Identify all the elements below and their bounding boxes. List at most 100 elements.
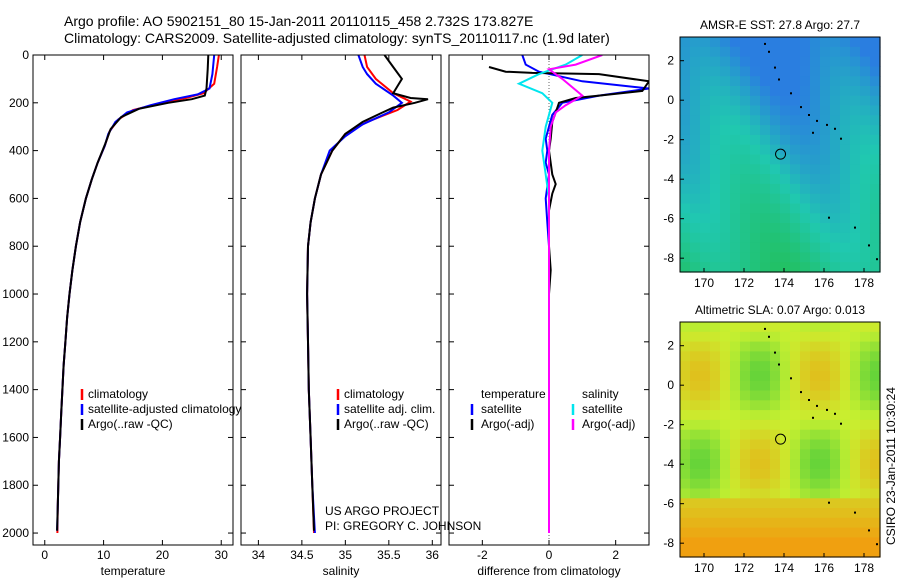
map-cell (870, 105, 881, 116)
map-cell (770, 164, 781, 175)
map-cell (810, 193, 821, 205)
map-cell (690, 488, 701, 499)
map-cell (860, 488, 871, 499)
map-cell (870, 468, 881, 480)
map-cell (790, 380, 801, 392)
map-cell (840, 144, 851, 156)
map-cell (860, 341, 871, 352)
map-cell (780, 498, 791, 509)
map-cell (760, 115, 771, 126)
map-cell (680, 76, 691, 87)
map-cell (720, 527, 731, 538)
map-cell (690, 134, 701, 146)
map-cell (800, 341, 811, 352)
map-cell (740, 213, 751, 224)
map-cell (770, 203, 781, 214)
map-cell (780, 37, 791, 48)
map-cell (850, 95, 861, 107)
salinity-xtick-label: 35.5 (377, 548, 401, 562)
map-cell (700, 508, 711, 519)
map-cell (680, 164, 691, 175)
map-cell (840, 86, 851, 97)
island-dot (778, 78, 780, 81)
map-cell (850, 46, 861, 58)
map-cell (850, 86, 861, 97)
map-cell (770, 37, 781, 48)
map-cell (810, 351, 821, 362)
map-cell (680, 400, 691, 411)
map-cell (730, 439, 741, 450)
map-cell (860, 351, 871, 362)
map-cell (730, 537, 741, 548)
map-cell (770, 517, 781, 529)
map-cell (740, 478, 751, 490)
map-cell (800, 252, 811, 263)
map-cell (690, 478, 701, 490)
map-cell (850, 371, 861, 382)
map-cell (810, 449, 821, 460)
map-cell (800, 390, 811, 401)
map-cell (820, 400, 831, 411)
map-cell (750, 232, 761, 244)
map-cell (750, 449, 761, 460)
map-cell (740, 232, 751, 244)
map-cell (790, 134, 801, 146)
map-cell (780, 488, 791, 499)
map-cell (850, 144, 861, 156)
map-cell (770, 183, 781, 195)
map-cell (850, 380, 861, 392)
map-cell (860, 380, 871, 392)
map-cell (860, 193, 871, 205)
map-cell (750, 76, 761, 87)
map-cell (740, 105, 751, 116)
map-cell (820, 115, 831, 126)
map-cell (800, 527, 811, 538)
map-cell (790, 322, 801, 333)
map-cell (850, 213, 861, 224)
map-cell (740, 262, 751, 273)
map-cell (700, 527, 711, 538)
island-dot (876, 258, 878, 261)
map-cell (810, 517, 821, 529)
map-cell (760, 262, 771, 273)
map-cell (720, 223, 731, 234)
map-cell (820, 203, 831, 214)
map-cell (850, 429, 861, 441)
map-cell (700, 213, 711, 224)
map-cell (710, 223, 721, 234)
map-cell (790, 56, 801, 67)
map-cell (680, 449, 691, 460)
map-cell (860, 527, 871, 538)
map-cell (830, 527, 841, 538)
map-cell (720, 459, 731, 470)
map-cell (740, 56, 751, 67)
map-cell (830, 203, 841, 214)
map-cell (770, 527, 781, 538)
map-cell (790, 459, 801, 470)
map-cell (750, 322, 761, 333)
island-dot (826, 123, 828, 126)
map-cell (680, 144, 691, 156)
map-cell (780, 429, 791, 441)
map-cell (710, 498, 721, 509)
map-cell (760, 371, 771, 382)
map-cell (810, 134, 821, 146)
map-cell (850, 37, 861, 48)
map-cell (870, 262, 881, 273)
map-ytick-label: -6 (663, 212, 674, 226)
map-cell (750, 361, 761, 372)
map-cell (870, 498, 881, 509)
map-cell (730, 449, 741, 460)
map-cell (860, 105, 871, 116)
map-cell (780, 203, 791, 214)
map-cell (750, 410, 761, 421)
map-cell (760, 125, 771, 136)
map-cell (870, 164, 881, 175)
map-cell (740, 144, 751, 156)
depth-tick-label: 1600 (2, 430, 29, 444)
map-cell (750, 488, 761, 499)
map-cell (710, 66, 721, 77)
map-cell (870, 419, 881, 431)
map-cell (750, 154, 761, 165)
